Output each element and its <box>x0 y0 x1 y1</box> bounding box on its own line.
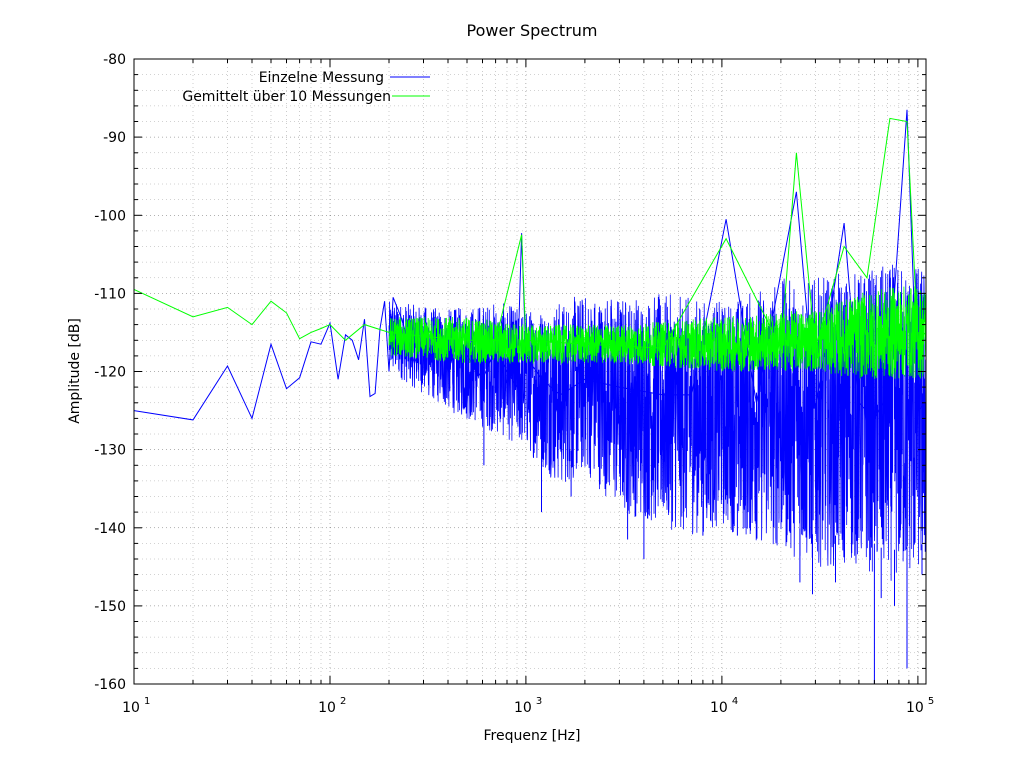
chart-title: Power Spectrum <box>467 21 598 40</box>
x-tick-label: 10 <box>514 700 532 716</box>
series-noise <box>388 286 926 379</box>
grid <box>133 58 926 685</box>
y-tick-labels: -80 -90 -100 -110 -120 -130 -140 -150 -160 <box>94 52 126 693</box>
y-axis-label: Amplitude [dB] <box>67 318 83 424</box>
series-layer <box>134 109 926 684</box>
x-tick-label: 10 <box>318 700 336 716</box>
y-tick-label: -130 <box>94 443 126 459</box>
y-tick-label: -80 <box>103 52 126 68</box>
tick-marks <box>133 58 926 685</box>
y-tick-label: -110 <box>94 286 126 302</box>
y-tick-label: -140 <box>94 521 126 537</box>
x-tick-exponent: 2 <box>340 696 346 707</box>
x-tick-label: 10 <box>906 700 924 716</box>
legend-label-gemittelt: Gemittelt über 10 Messungen <box>182 89 391 105</box>
y-tick-label: -120 <box>94 365 126 381</box>
legend-label-einzelne: Einzelne Messung <box>259 70 384 86</box>
x-tick-exponent: 1 <box>144 696 150 707</box>
x-tick-exponent: 5 <box>928 696 934 707</box>
x-tick-labels: 10 1 10 2 10 3 10 4 10 5 <box>122 696 934 716</box>
y-tick-label: -160 <box>94 677 126 693</box>
series-1 <box>134 117 926 379</box>
x-tick-label: 10 <box>122 700 140 716</box>
y-tick-label: -90 <box>103 130 126 146</box>
x-tick-exponent: 4 <box>732 696 738 707</box>
series-noise <box>388 264 926 581</box>
x-tick-exponent: 3 <box>536 696 542 707</box>
x-tick-label: 10 <box>710 700 728 716</box>
y-tick-label: -100 <box>94 208 126 224</box>
x-axis-label: Frequenz [Hz] <box>484 728 581 744</box>
legend: Einzelne Messung Gemittelt über 10 Messu… <box>182 70 430 105</box>
y-tick-label: -150 <box>94 599 126 615</box>
